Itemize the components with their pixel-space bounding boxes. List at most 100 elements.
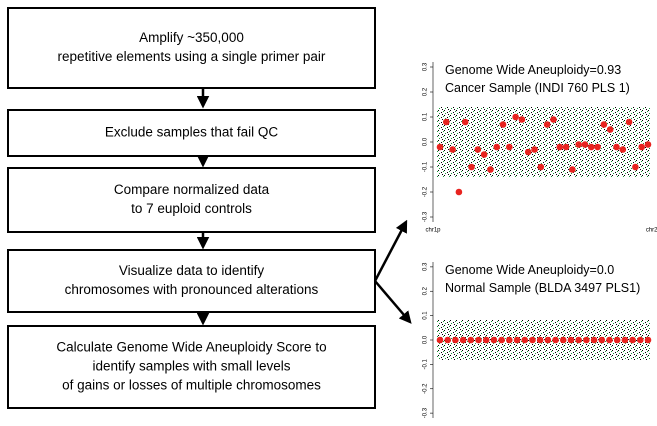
segment-point (559, 336, 567, 344)
node-label: identify samples with small levels (92, 359, 290, 374)
segment-point (598, 336, 606, 344)
segment-point (521, 336, 529, 344)
segment-point (482, 336, 490, 344)
segment-point (459, 336, 467, 344)
segment-point (449, 146, 456, 153)
segment-point (636, 336, 644, 344)
y-tick-label: -0.1 (423, 161, 429, 172)
segment-point (490, 336, 498, 344)
node-box (7, 249, 376, 313)
segment-point (487, 166, 494, 173)
segment-point (436, 143, 444, 151)
node-label: repetitive elements using a single prime… (58, 49, 326, 64)
segment-point (583, 336, 590, 344)
node-label: chromosomes with pronounced alterations (65, 282, 319, 297)
segment-point (443, 118, 450, 126)
panel-subtitle: Cancer Sample (INDI 760 PLS 1) (445, 81, 630, 95)
plots: 0.3 0.2 0.1 0.0 -0.1 -0.2 -0.3 Genome Wide Aneu… (423, 62, 657, 418)
segment-point (638, 143, 645, 151)
segment-point (544, 336, 552, 344)
node-label: Calculate Genome Wide Aneuploidy Score t… (56, 340, 326, 355)
segment-point (575, 336, 582, 344)
y-tick-label: 0.3 (423, 62, 429, 71)
segment-point (629, 336, 636, 344)
arrows (196, 88, 412, 326)
node-box (7, 7, 376, 89)
y-tick-label: -0.3 (423, 407, 429, 418)
segment-point (613, 336, 621, 344)
panel-title: Genome Wide Aneuploidy=0.93 (445, 63, 621, 77)
panel-title: Genome Wide Aneuploidy=0.0 (445, 263, 614, 277)
segment-point (567, 336, 575, 344)
node-label: to 7 euploid controls (131, 201, 252, 216)
segment-point (581, 141, 589, 148)
node-label: Amplify ~350,000 (139, 30, 244, 45)
x-label: chr22q (646, 228, 657, 234)
segment-point (518, 116, 526, 123)
segment-point (536, 336, 544, 344)
segment-point (600, 121, 608, 128)
node-label: of gains or losses of multiple chromosom… (62, 378, 321, 393)
segment-point (621, 336, 629, 344)
panel-subtitle: Normal Sample (BLDA 3497 PLS1) (445, 281, 640, 295)
segment-point (506, 336, 513, 344)
y-tick-label: -0.1 (423, 359, 429, 370)
segment-point (513, 336, 521, 344)
node-box (7, 167, 376, 233)
segment-point (543, 121, 551, 128)
segment-point (475, 336, 482, 344)
segment-point (493, 143, 501, 151)
segment-point (644, 336, 652, 344)
segment-point (499, 121, 507, 128)
segment-point (531, 146, 538, 153)
segment-point (461, 118, 469, 126)
segment-point (474, 146, 482, 153)
segment-point (455, 188, 463, 196)
segment-point (613, 143, 620, 151)
y-tick-label: 0.0 (423, 137, 429, 146)
segment-point (468, 163, 475, 171)
y-tick-label: 0.3 (423, 262, 429, 271)
y-tick-label: -0.2 (423, 383, 429, 394)
segment-point (606, 126, 614, 133)
segment-point (444, 336, 452, 344)
y-tick-label: 0.2 (423, 286, 429, 295)
y-tick-label: 0.1 (423, 112, 429, 121)
y-tick-label: -0.3 (423, 211, 429, 222)
y-tick-label: 0.0 (423, 335, 429, 344)
segment-point (506, 143, 513, 151)
segment-point (575, 141, 582, 148)
segment-point (537, 163, 545, 171)
segment-point (619, 146, 627, 153)
segment-point (590, 336, 598, 344)
arrow (374, 280, 412, 324)
segment-point (569, 166, 576, 173)
segment-point (556, 143, 564, 151)
node-box (7, 109, 376, 157)
node-box (7, 325, 376, 409)
segment-point (550, 116, 557, 123)
y-tick-label: 0.2 (423, 87, 429, 96)
segment-point (587, 143, 595, 151)
segment-point (594, 143, 601, 151)
y-tick-label: 0.1 (423, 311, 429, 320)
node-label: Visualize data to identify (119, 263, 265, 278)
segment-point (498, 336, 505, 344)
segment-point (524, 148, 532, 156)
segment-point (625, 118, 633, 126)
segment-point (467, 336, 475, 344)
segment-point (529, 336, 536, 344)
arrow (373, 219, 408, 282)
y-tick-label: -0.2 (423, 186, 429, 197)
segment-point (644, 141, 652, 148)
node-label: Exclude samples that fail QC (105, 125, 279, 140)
node-label: Compare normalized data (114, 182, 270, 197)
flow: Amplify ~350,000 repetitive elements usin… (7, 7, 376, 409)
segment-point (512, 113, 519, 121)
segment-point (562, 143, 570, 151)
segment-point (606, 336, 613, 344)
segment-point (632, 163, 639, 171)
segment-point (436, 336, 444, 344)
segment-point (480, 151, 488, 158)
